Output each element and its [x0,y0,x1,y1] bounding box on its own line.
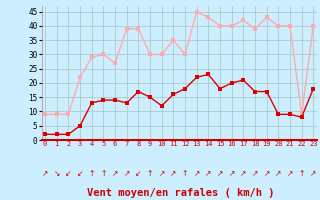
Text: ↙: ↙ [65,169,72,178]
Text: ↗: ↗ [287,169,293,178]
Text: ↗: ↗ [158,169,165,178]
Text: ↑: ↑ [147,169,153,178]
Text: ↙: ↙ [135,169,141,178]
Text: ↗: ↗ [205,169,212,178]
Text: ↗: ↗ [240,169,246,178]
Text: Vent moyen/en rafales ( km/h ): Vent moyen/en rafales ( km/h ) [87,188,275,198]
Text: ↑: ↑ [299,169,305,178]
Text: ↗: ↗ [170,169,177,178]
Text: ↑: ↑ [100,169,107,178]
Text: ↗: ↗ [275,169,282,178]
Text: ↗: ↗ [228,169,235,178]
Text: ↗: ↗ [194,169,200,178]
Text: ↘: ↘ [53,169,60,178]
Text: ↗: ↗ [310,169,316,178]
Text: ↑: ↑ [89,169,95,178]
Text: ↗: ↗ [42,169,48,178]
Text: ↗: ↗ [252,169,258,178]
Text: ↗: ↗ [217,169,223,178]
Text: ↗: ↗ [124,169,130,178]
Text: ↗: ↗ [112,169,118,178]
Text: ↙: ↙ [77,169,83,178]
Text: ↑: ↑ [182,169,188,178]
Text: ↗: ↗ [263,169,270,178]
